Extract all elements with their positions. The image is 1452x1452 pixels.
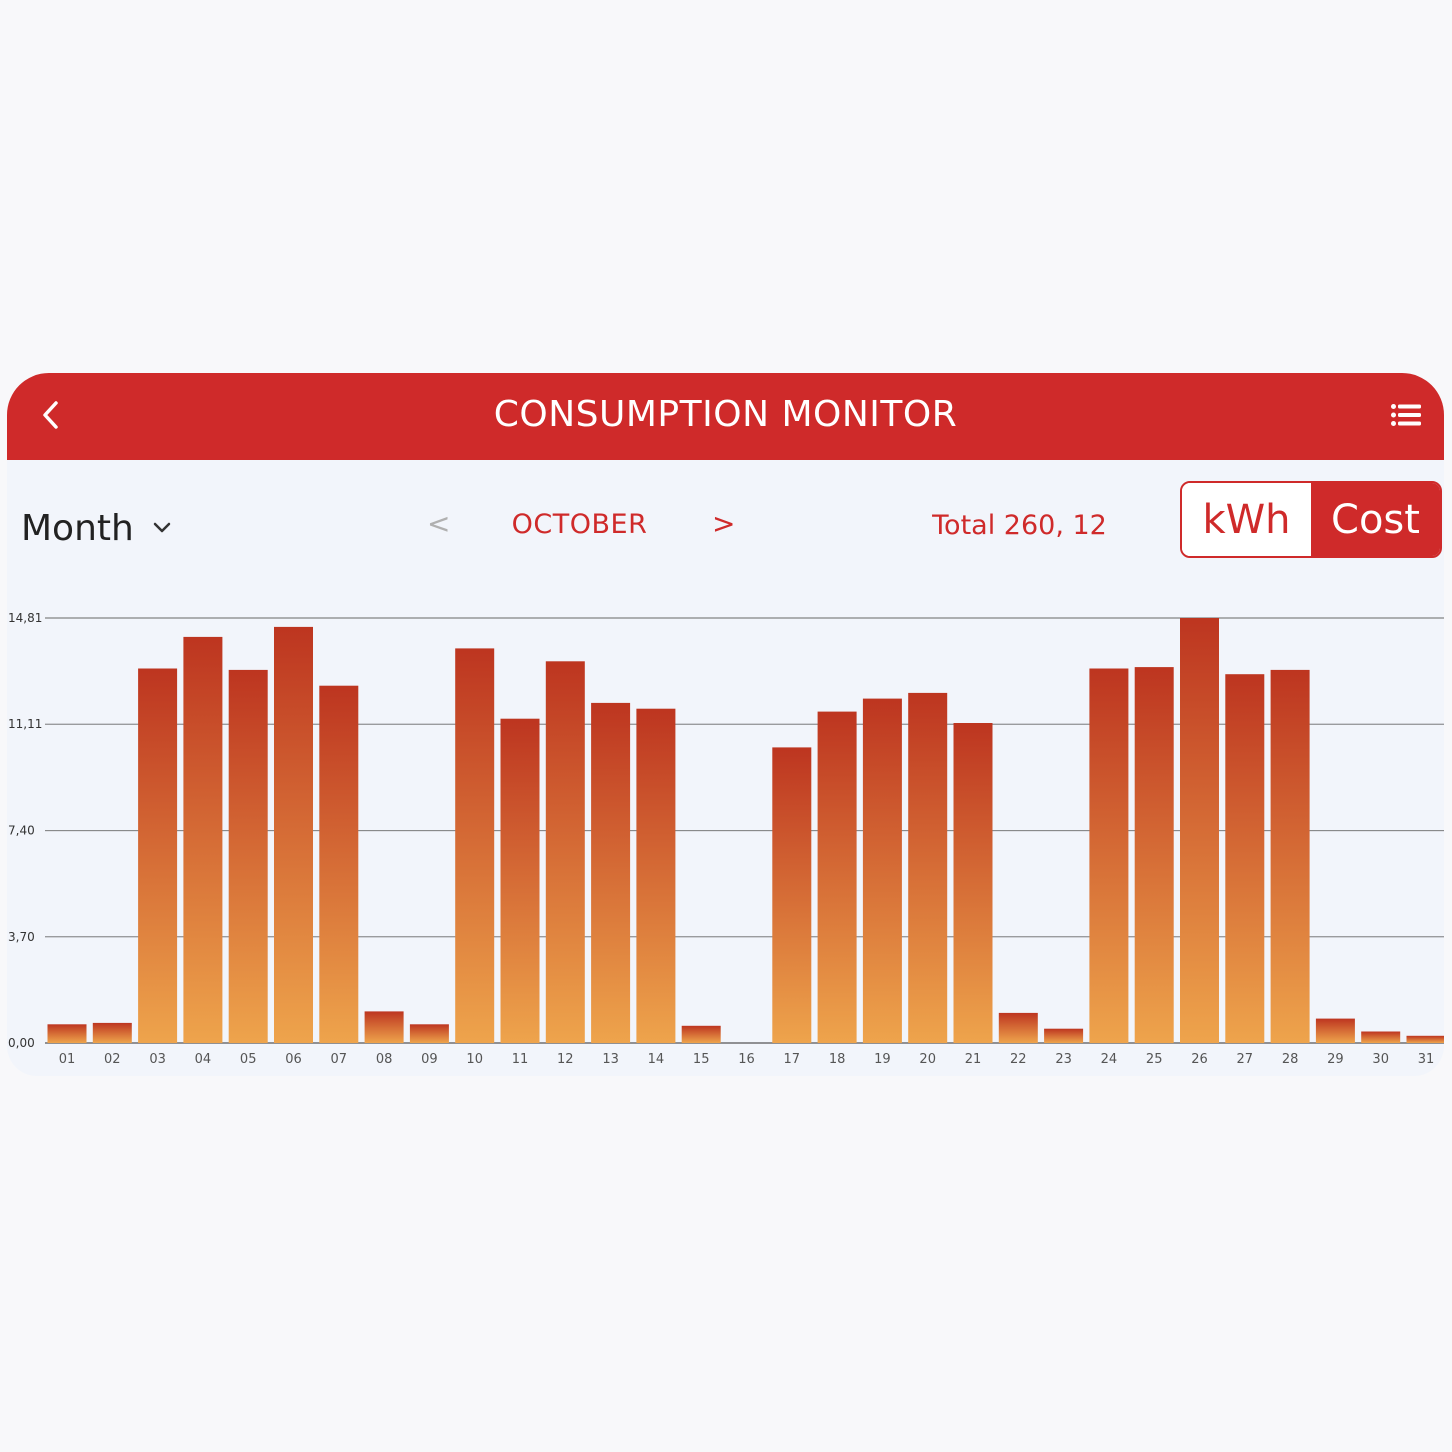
next-month-button[interactable]: > (712, 507, 736, 540)
bar-day-29[interactable] (1315, 1018, 1355, 1043)
bar-day-02[interactable] (92, 1022, 132, 1043)
y-tick-label: 7,40 (8, 824, 35, 838)
app-header: CONSUMPTION MONITOR (7, 373, 1444, 460)
x-tick-label: 11 (512, 1052, 529, 1067)
x-tick-label: 12 (557, 1052, 574, 1067)
x-tick-label: 19 (874, 1052, 891, 1067)
bar-day-01[interactable] (47, 1024, 87, 1043)
menu-button[interactable] (1386, 395, 1426, 435)
cost-toggle-option[interactable]: Cost (1311, 483, 1440, 556)
x-tick-label: 26 (1191, 1052, 1208, 1067)
bar-day-28[interactable] (1270, 669, 1310, 1043)
x-tick-label: 29 (1327, 1052, 1344, 1067)
bar-day-26[interactable] (1180, 618, 1219, 1043)
x-tick-label: 06 (285, 1052, 302, 1067)
bar-day-15[interactable] (681, 1025, 721, 1043)
y-tick-label: 14,81 (8, 611, 42, 625)
x-tick-label: 31 (1418, 1052, 1435, 1067)
x-tick-label: 15 (693, 1052, 710, 1067)
bar-day-20[interactable] (908, 692, 948, 1043)
x-tick-label: 16 (738, 1052, 755, 1067)
bar-day-08[interactable] (364, 1011, 404, 1043)
bar-day-07[interactable] (319, 685, 359, 1043)
page-title: CONSUMPTION MONITOR (493, 394, 958, 435)
month-label: OCTOBER (511, 509, 648, 540)
bar-day-23[interactable] (1044, 1028, 1084, 1043)
bar-day-21[interactable] (953, 723, 993, 1043)
x-tick-label: 21 (965, 1052, 982, 1067)
y-tick-label: 11,11 (8, 717, 42, 731)
x-tick-label: 24 (1101, 1052, 1118, 1067)
bar-day-12[interactable] (545, 661, 585, 1043)
period-label: Month (21, 507, 134, 549)
x-tick-label: 05 (240, 1052, 257, 1067)
y-tick-label: 0,00 (8, 1036, 35, 1050)
bar-day-05[interactable] (228, 669, 268, 1043)
x-tick-label: 17 (784, 1052, 801, 1067)
back-button[interactable] (29, 393, 73, 437)
y-tick-label: 3,70 (8, 930, 35, 944)
x-tick-label: 02 (104, 1052, 121, 1067)
bar-day-22[interactable] (998, 1012, 1038, 1043)
bar-day-09[interactable] (409, 1024, 449, 1043)
x-tick-label: 07 (331, 1052, 348, 1067)
bar-day-14[interactable] (636, 708, 676, 1043)
x-tick-label: 30 (1372, 1052, 1389, 1067)
bar-day-10[interactable] (455, 648, 495, 1043)
kwh-toggle-option[interactable]: kWh (1182, 483, 1311, 556)
bar-day-31[interactable] (1406, 1035, 1445, 1043)
bar-day-25[interactable] (1134, 667, 1174, 1043)
x-tick-label: 01 (59, 1052, 76, 1067)
bar-day-11[interactable] (500, 718, 540, 1043)
list-icon (1391, 404, 1421, 426)
bar-day-13[interactable] (591, 702, 631, 1043)
x-tick-label: 18 (829, 1052, 846, 1067)
x-tick-label: 13 (602, 1052, 619, 1067)
chevron-down-icon (153, 522, 171, 533)
bar-day-27[interactable] (1225, 674, 1265, 1043)
x-tick-label: 28 (1282, 1052, 1299, 1067)
x-tick-label: 20 (919, 1052, 936, 1067)
x-tick-label: 04 (195, 1052, 212, 1067)
unit-toggle: kWh Cost (1180, 481, 1442, 558)
bar-day-24[interactable] (1089, 668, 1129, 1044)
bar-day-30[interactable] (1361, 1031, 1401, 1044)
x-tick-label: 14 (648, 1052, 665, 1067)
x-tick-label: 27 (1237, 1052, 1254, 1067)
x-tick-label: 08 (376, 1052, 393, 1067)
bar-day-03[interactable] (138, 668, 178, 1044)
x-tick-label: 09 (421, 1052, 438, 1067)
x-tick-label: 22 (1010, 1052, 1027, 1067)
bar-day-19[interactable] (862, 698, 902, 1043)
bar-day-18[interactable] (817, 711, 857, 1043)
daily-consumption-chart: 0,00 3,70 7,40 11,11 14,81 01 02 03 04 05 06 07 08 09… (8, 611, 1445, 1067)
previous-month-button[interactable]: < (427, 507, 451, 540)
x-tick-label: 25 (1146, 1052, 1163, 1067)
total-label: Total 260, 12 (932, 510, 1107, 541)
chevron-left-icon (43, 401, 58, 429)
x-tick-label: 23 (1055, 1052, 1072, 1067)
consumption-card: CONSUMPTION MONITOR Month < OCTOBER (7, 373, 1444, 1076)
bar-day-04[interactable] (183, 636, 223, 1043)
bar-day-17[interactable] (772, 747, 812, 1043)
bar-day-06[interactable] (274, 626, 313, 1043)
period-dropdown[interactable]: Month (21, 503, 172, 553)
x-tick-label: 10 (466, 1052, 483, 1067)
x-tick-label: 03 (149, 1052, 166, 1067)
